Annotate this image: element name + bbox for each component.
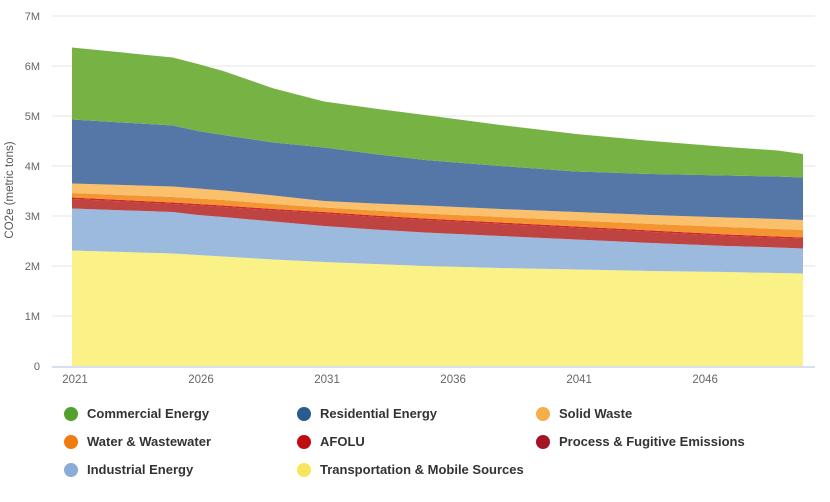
legend-item-water-wastewater[interactable]: Water & Wastewater — [64, 434, 297, 449]
y-axis-tick-label: 1M — [25, 311, 40, 323]
x-axis-tick-label: 2021 — [62, 374, 88, 386]
x-axis-tick-label: 2046 — [692, 374, 718, 386]
x-axis-tick-label: 2026 — [188, 374, 214, 386]
legend-color-dot-icon — [64, 434, 78, 449]
legend-color-dot-icon — [536, 434, 550, 449]
legend-label: Solid Waste — [559, 406, 633, 421]
area-series-afolu[interactable] — [72, 197, 803, 240]
x-axis-tick-label: 2036 — [440, 374, 466, 386]
legend-label: Industrial Energy — [87, 462, 194, 477]
legend-color-dot-icon — [536, 406, 550, 421]
legend-label: Commercial Energy — [87, 406, 210, 421]
area-series-transportation-mobile-sources[interactable] — [72, 250, 803, 367]
legend-color-dot-icon — [297, 434, 311, 449]
legend-label: Transportation & Mobile Sources — [320, 462, 524, 477]
y-axis-tick-label: 6M — [25, 61, 40, 73]
legend-item-residential-energy[interactable]: Residential Energy — [297, 406, 536, 421]
chart-legend: Commercial Energy Residential Energy Solid… — [64, 406, 830, 477]
y-axis-tick-label: 0 — [34, 361, 40, 373]
y-axis-tick-label: 2M — [25, 261, 40, 273]
y-axis-tick-label: 4M — [25, 161, 40, 173]
area-series-residential-energy[interactable] — [72, 119, 803, 221]
y-axis-tick-label: 3M — [25, 211, 40, 223]
legend-label: Water & Wastewater — [87, 434, 212, 449]
legend-item-industrial-energy[interactable]: Industrial Energy — [64, 462, 297, 477]
y-axis-tick-label: 5M — [25, 111, 40, 123]
chart-canvas: 0 1M 2M 3M 4M 5M 6M 7M 2021 2026 2031 2036 2041 2046 C… — [4, 11, 815, 386]
legend-color-dot-icon — [64, 406, 78, 421]
area-series-commercial-energy[interactable] — [72, 47, 803, 178]
x-axis-tick-label: 2031 — [314, 374, 340, 386]
legend-item-commercial-energy[interactable]: Commercial Energy — [64, 406, 297, 421]
legend-label: Residential Energy — [320, 406, 438, 421]
area-series-water-wastewater[interactable] — [72, 193, 803, 238]
emissions-stacked-area-chart: 0 1M 2M 3M 4M 5M 6M 7M 2021 2026 2031 2036 2041 2046 C… — [4, 11, 815, 386]
legend-label: AFOLU — [320, 434, 365, 449]
area-series-process-fugitive-emissions[interactable] — [72, 199, 803, 249]
legend-item-process-fugitive-emissions[interactable]: Process & Fugitive Emissions — [536, 434, 830, 449]
legend-color-dot-icon — [297, 406, 311, 421]
y-axis-title: CO2e (metric tons) — [4, 141, 16, 238]
legend-item-solid-waste[interactable]: Solid Waste — [536, 406, 830, 421]
legend-item-afolu[interactable]: AFOLU — [297, 434, 536, 449]
area-series-industrial-energy[interactable] — [72, 208, 803, 274]
legend-label: Process & Fugitive Emissions — [559, 434, 745, 449]
legend-color-dot-icon — [297, 462, 311, 477]
legend-color-dot-icon — [64, 462, 78, 477]
x-axis-tick-label: 2041 — [566, 374, 592, 386]
area-series-solid-waste[interactable] — [72, 183, 803, 231]
legend-item-transportation-mobile-sources[interactable]: Transportation & Mobile Sources — [297, 462, 536, 477]
y-axis-tick-label: 7M — [25, 11, 40, 23]
